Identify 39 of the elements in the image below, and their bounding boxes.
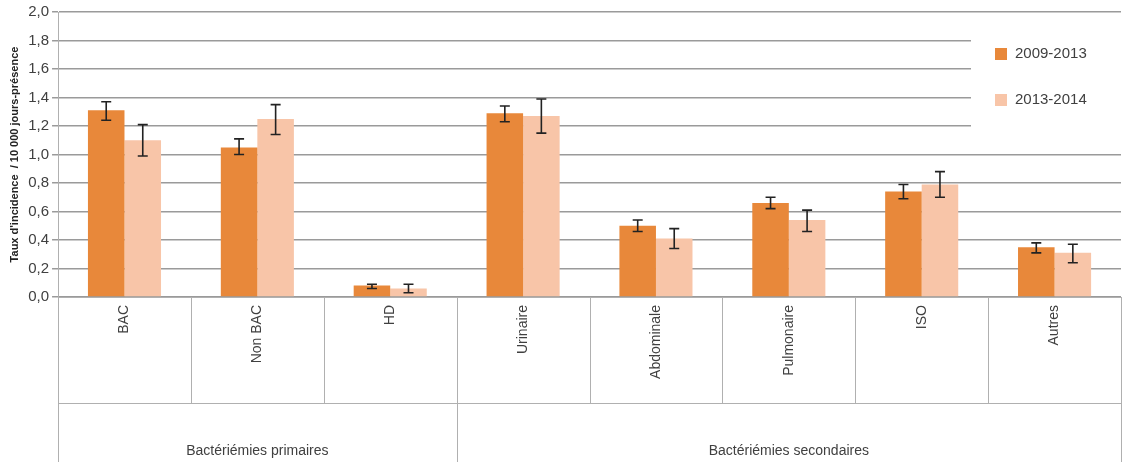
x-tick-label: BAC — [115, 305, 132, 334]
bar — [921, 184, 959, 297]
bar — [523, 116, 560, 297]
y-tick-label: 1,0 — [28, 144, 50, 162]
text: Bactériémies primaires — [186, 441, 329, 458]
x-tick-label: HD — [381, 305, 398, 326]
y-tick-label: 1,4 — [28, 87, 50, 105]
y-tick-label: 2,0 — [28, 2, 50, 20]
bar — [257, 118, 294, 297]
text: Bactériémies secondaires — [708, 441, 869, 458]
bar — [619, 225, 656, 297]
x-tick-label: Non BAC — [248, 305, 265, 364]
y-tick-label: 0,4 — [28, 230, 50, 248]
bar — [752, 202, 789, 297]
x-tick-label: Autres — [1045, 305, 1062, 346]
bar — [220, 147, 258, 297]
x-tick-label: Pulmonaire — [779, 304, 796, 376]
bar — [124, 140, 162, 297]
x-tick-label: Urinaire — [513, 304, 530, 355]
legend-label: 2009-2013 — [1015, 44, 1087, 62]
y-tick-label: 0,2 — [28, 258, 50, 276]
y-tick-label: 1,2 — [28, 116, 50, 134]
y-axis-title: Taux d'incidence / 10 000 jours-présence — [7, 46, 20, 263]
legend-label: 2013-2014 — [1015, 90, 1087, 108]
y-tick-label: 1,6 — [28, 59, 50, 77]
y-tick-label: 0,8 — [28, 173, 50, 191]
bar — [390, 288, 427, 297]
bar — [885, 191, 922, 297]
bar — [1018, 247, 1055, 297]
bar — [655, 238, 693, 297]
bar — [486, 113, 524, 297]
y-tick-label: 0,0 — [28, 287, 50, 305]
bar — [1054, 252, 1092, 297]
y-tick-label: 0,6 — [28, 201, 50, 219]
x-tick-label: ISO — [912, 304, 929, 330]
bar — [788, 220, 826, 297]
x-tick-label: Abdominale — [646, 304, 663, 379]
y-tick-label: 1,8 — [28, 30, 50, 48]
bar — [87, 110, 125, 297]
